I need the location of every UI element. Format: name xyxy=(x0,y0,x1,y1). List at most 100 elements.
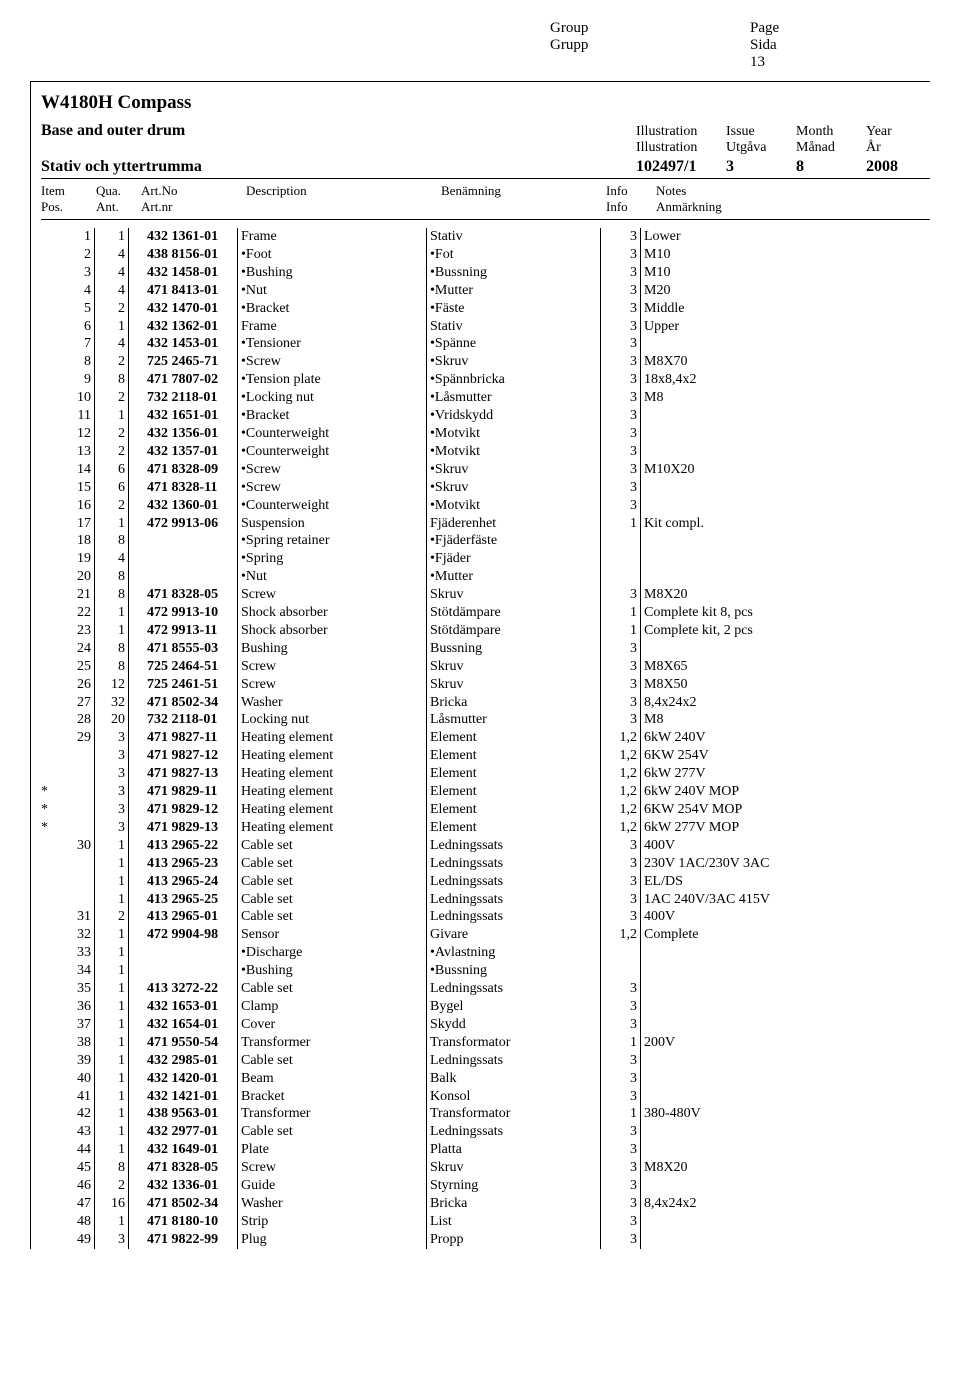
cell-star: * xyxy=(41,783,53,801)
table-row: 24438 8156-01•Foot•Fot3M10 xyxy=(41,246,930,264)
cell-qua: 4 xyxy=(95,335,129,353)
cell-qua: 1 xyxy=(95,1088,129,1106)
cell-star xyxy=(41,461,53,479)
cell-desc: Suspension xyxy=(238,515,427,533)
cell-item xyxy=(53,891,95,909)
cell-item: 49 xyxy=(53,1231,95,1249)
cell-desc: •Locking nut xyxy=(238,389,427,407)
cell-star xyxy=(41,515,53,533)
cell-star xyxy=(41,873,53,891)
cell-qua: 1 xyxy=(95,407,129,425)
cell-notes xyxy=(641,1123,930,1141)
meta-month-val: 8 xyxy=(796,158,866,176)
cell-star xyxy=(41,228,53,246)
cell-star xyxy=(41,980,53,998)
cell-notes: M10 xyxy=(641,264,930,282)
cell-item: 18 xyxy=(53,532,95,550)
cell-info: 3 xyxy=(601,1088,641,1106)
cell-star xyxy=(41,335,53,353)
table-row: 122432 1356-01•Counterweight•Motvikt3 xyxy=(41,425,930,443)
header-group-en: Group xyxy=(550,20,750,37)
cell-item: 36 xyxy=(53,998,95,1016)
cell-artno: 413 2965-23 xyxy=(129,855,238,873)
cell-qua: 1 xyxy=(95,980,129,998)
cell-artno: 472 9904-98 xyxy=(129,926,238,944)
cell-ben: Styrning xyxy=(427,1177,601,1195)
cell-desc: Cable set xyxy=(238,837,427,855)
cell-info: 3 xyxy=(601,407,641,425)
cell-desc: Clamp xyxy=(238,998,427,1016)
values-row: Stativ och yttertrumma 102497/1 3 8 2008 xyxy=(41,158,930,179)
cell-notes: EL/DS xyxy=(641,873,930,891)
cell-info: 1,2 xyxy=(601,765,641,783)
cell-info: 3 xyxy=(601,1070,641,1088)
cell-artno: 471 8328-05 xyxy=(129,586,238,604)
cell-item: 8 xyxy=(53,353,95,371)
header-group: Group Grupp xyxy=(550,20,750,71)
cell-info xyxy=(601,944,641,962)
cell-star xyxy=(41,1034,53,1052)
col-desc: Description xyxy=(246,183,441,215)
cell-ben: Ledningssats xyxy=(427,891,601,909)
cell-notes: 8,4x24x2 xyxy=(641,694,930,712)
meta-year-en: Year xyxy=(866,124,926,140)
cell-item: 20 xyxy=(53,568,95,586)
cell-star xyxy=(41,694,53,712)
cell-ben: •Motvikt xyxy=(427,497,601,515)
cell-qua: 1 xyxy=(95,1213,129,1231)
table-row: 1413 2965-25Cable setLedningssats31AC 24… xyxy=(41,891,930,909)
cell-desc: Cable set xyxy=(238,891,427,909)
cell-qua: 2 xyxy=(95,443,129,461)
cell-info: 1,2 xyxy=(601,801,641,819)
cell-star xyxy=(41,532,53,550)
cell-item: 5 xyxy=(53,300,95,318)
cell-desc: •Counterweight xyxy=(238,443,427,461)
cell-desc: •Discharge xyxy=(238,944,427,962)
cell-qua: 3 xyxy=(95,729,129,747)
cell-item: 44 xyxy=(53,1141,95,1159)
table-row: 208•Nut•Mutter xyxy=(41,568,930,586)
col-notes-en: Notes xyxy=(656,183,930,199)
cell-star xyxy=(41,891,53,909)
cell-notes xyxy=(641,479,930,497)
cell-qua: 2 xyxy=(95,497,129,515)
table-row: 3471 9827-12Heating elementElement1,26KW… xyxy=(41,747,930,765)
cell-desc: Cable set xyxy=(238,873,427,891)
cell-artno: 432 1356-01 xyxy=(129,425,238,443)
meta-year-sv: År xyxy=(866,140,926,156)
meta-year-val: 2008 xyxy=(866,158,926,176)
cell-notes: 380-480V xyxy=(641,1105,930,1123)
cell-desc: Heating element xyxy=(238,729,427,747)
table-row: 351413 3272-22Cable setLedningssats3 xyxy=(41,980,930,998)
cell-info: 3 xyxy=(601,1231,641,1249)
cell-item: 15 xyxy=(53,479,95,497)
cell-artno: 432 2977-01 xyxy=(129,1123,238,1141)
cell-notes: 200V xyxy=(641,1034,930,1052)
cell-notes: Complete kit, 2 pcs xyxy=(641,622,930,640)
cell-info: 3 xyxy=(601,586,641,604)
cell-ben: Skruv xyxy=(427,586,601,604)
cell-star xyxy=(41,300,53,318)
cell-star xyxy=(41,1159,53,1177)
cell-desc: •Counterweight xyxy=(238,425,427,443)
cell-info: 3 xyxy=(601,300,641,318)
table-row: *3471 9829-13Heating elementElement1,26k… xyxy=(41,819,930,837)
subtitle-row-sv: Illustration Utgåva Månad År xyxy=(41,140,930,156)
cell-star xyxy=(41,586,53,604)
cell-notes: Middle xyxy=(641,300,930,318)
cell-star xyxy=(41,604,53,622)
meta-issue-en: Issue xyxy=(726,124,796,140)
cell-star xyxy=(41,425,53,443)
cell-info: 3 xyxy=(601,371,641,389)
cell-qua: 16 xyxy=(95,1195,129,1213)
cell-star xyxy=(41,962,53,980)
cell-artno: 471 9827-13 xyxy=(129,765,238,783)
cell-star xyxy=(41,1070,53,1088)
cell-desc: Screw xyxy=(238,658,427,676)
cell-desc: Cable set xyxy=(238,1052,427,1070)
cell-star xyxy=(41,443,53,461)
cell-info: 1,2 xyxy=(601,747,641,765)
cell-notes: 6KW 254V MOP xyxy=(641,801,930,819)
meta-issue-val: 3 xyxy=(726,158,796,176)
cell-ben: Stativ xyxy=(427,228,601,246)
